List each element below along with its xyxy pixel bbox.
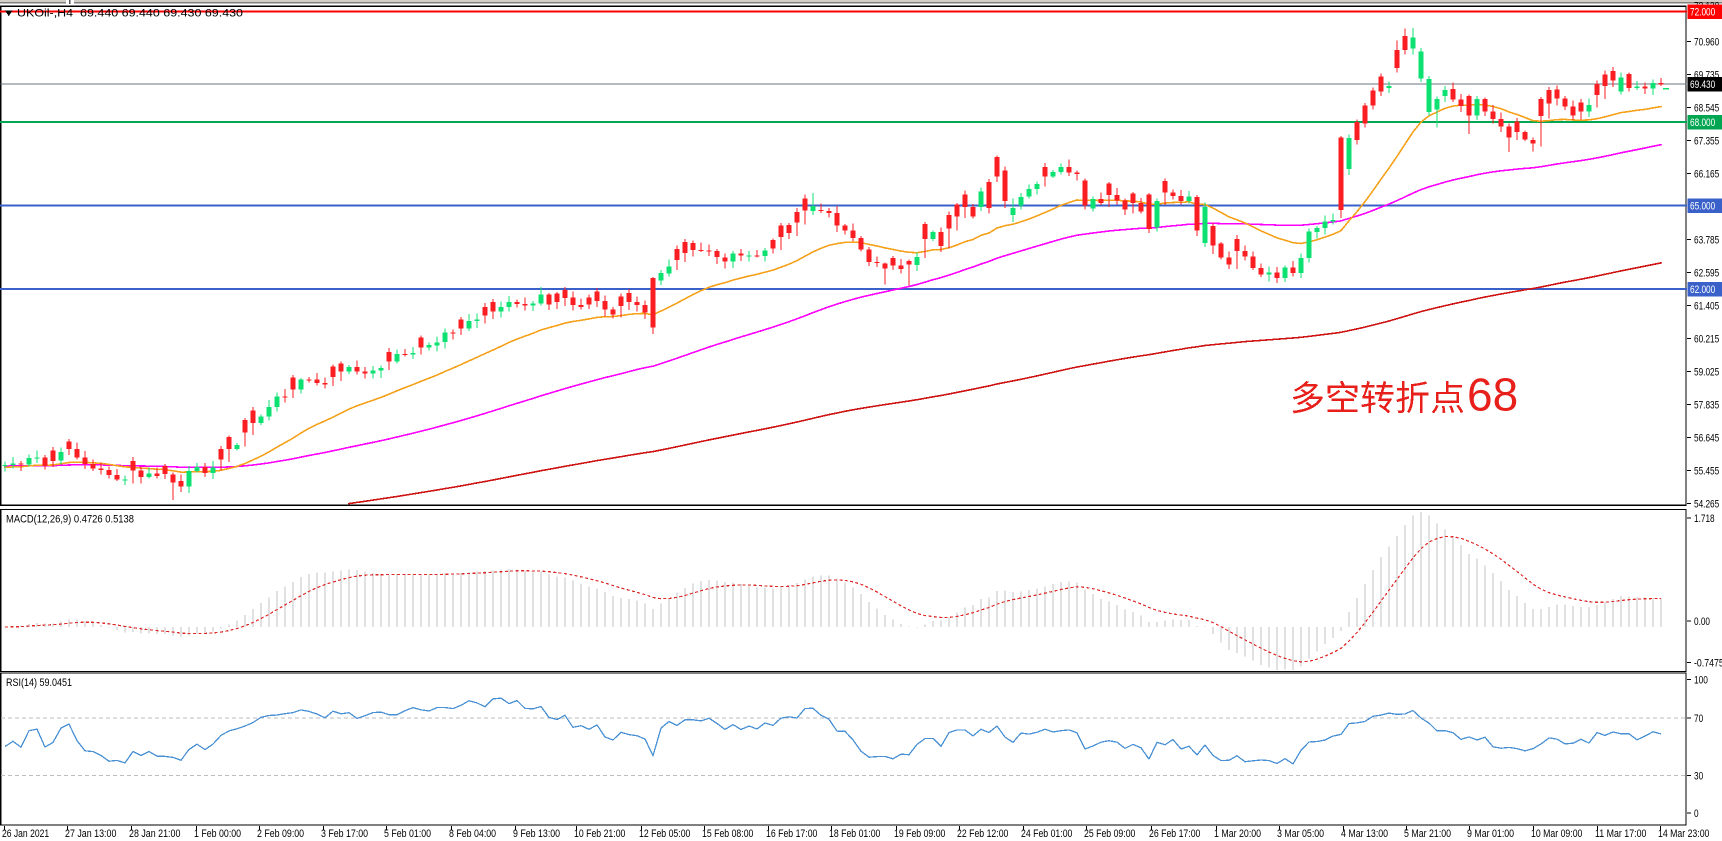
svg-text:60.215: 60.215 xyxy=(1694,333,1719,345)
svg-text:26 Feb 17:00: 26 Feb 17:00 xyxy=(1149,828,1200,840)
svg-text:59.025: 59.025 xyxy=(1694,366,1719,378)
svg-text:2 Feb 09:00: 2 Feb 09:00 xyxy=(257,828,304,840)
svg-text:5 Mar 21:00: 5 Mar 21:00 xyxy=(1404,828,1451,840)
svg-text:62.595: 62.595 xyxy=(1694,267,1719,279)
svg-text:19 Feb 09:00: 19 Feb 09:00 xyxy=(894,828,945,840)
svg-text:30: 30 xyxy=(1694,771,1703,783)
svg-text:66.165: 66.165 xyxy=(1694,168,1719,180)
svg-text:26 Jan 2021: 26 Jan 2021 xyxy=(2,828,49,840)
svg-text:68: 68 xyxy=(1467,369,1518,421)
svg-text:22 Feb 12:00: 22 Feb 12:00 xyxy=(957,828,1008,840)
svg-text:72.000: 72.000 xyxy=(1690,7,1715,19)
svg-text:67.355: 67.355 xyxy=(1694,135,1719,147)
svg-text:0: 0 xyxy=(1694,808,1699,820)
svg-text:18 Feb 01:00: 18 Feb 01:00 xyxy=(829,828,880,840)
svg-text:65.000: 65.000 xyxy=(1690,201,1715,213)
svg-text:MACD(12,26,9) 0.4726 0.5138: MACD(12,26,9) 0.4726 0.5138 xyxy=(6,514,134,526)
svg-text:63.785: 63.785 xyxy=(1694,234,1719,246)
svg-text:56.645: 56.645 xyxy=(1694,432,1719,444)
svg-text:24 Feb 01:00: 24 Feb 01:00 xyxy=(1021,828,1072,840)
svg-text:12 Feb 05:00: 12 Feb 05:00 xyxy=(639,828,690,840)
svg-text:14 Mar 23:00: 14 Mar 23:00 xyxy=(1658,828,1709,840)
svg-text:28 Jan 21:00: 28 Jan 21:00 xyxy=(129,828,180,840)
svg-text:54.265: 54.265 xyxy=(1694,498,1719,510)
svg-text:3 Feb 17:00: 3 Feb 17:00 xyxy=(321,828,368,840)
svg-text:UKOil-,H4 69.440 69.440 69.43: UKOil-,H4 69.440 69.440 69.430 69.430 xyxy=(17,7,243,19)
svg-text:68.000: 68.000 xyxy=(1690,117,1715,129)
svg-text:9 Mar 01:00: 9 Mar 01:00 xyxy=(1467,828,1514,840)
svg-text:68.545: 68.545 xyxy=(1694,102,1719,114)
svg-text:RSI(14) 59.0451: RSI(14) 59.0451 xyxy=(6,677,72,689)
svg-text:70: 70 xyxy=(1694,713,1703,725)
svg-text:69.430: 69.430 xyxy=(1690,79,1715,91)
svg-text:3 Mar 05:00: 3 Mar 05:00 xyxy=(1277,828,1324,840)
svg-text:9 Feb 13:00: 9 Feb 13:00 xyxy=(513,828,560,840)
svg-text:61.405: 61.405 xyxy=(1694,300,1719,312)
svg-text:1.718: 1.718 xyxy=(1694,513,1715,525)
svg-text:1 Feb 00:00: 1 Feb 00:00 xyxy=(194,828,241,840)
svg-text:55.455: 55.455 xyxy=(1694,465,1719,477)
svg-text:1 Mar 20:00: 1 Mar 20:00 xyxy=(1214,828,1261,840)
svg-text:5 Feb 01:00: 5 Feb 01:00 xyxy=(384,828,431,840)
svg-text:57.835: 57.835 xyxy=(1694,399,1719,411)
svg-text:25 Feb 09:00: 25 Feb 09:00 xyxy=(1084,828,1135,840)
svg-text:11 Mar 17:00: 11 Mar 17:00 xyxy=(1595,828,1646,840)
svg-text:70.960: 70.960 xyxy=(1694,36,1719,48)
svg-text:15 Feb 08:00: 15 Feb 08:00 xyxy=(702,828,753,840)
svg-text:10 Mar 09:00: 10 Mar 09:00 xyxy=(1531,828,1582,840)
svg-text:10 Feb 21:00: 10 Feb 21:00 xyxy=(574,828,625,840)
svg-text:27 Jan 13:00: 27 Jan 13:00 xyxy=(65,828,116,840)
svg-text:16 Feb 17:00: 16 Feb 17:00 xyxy=(766,828,817,840)
svg-text:-0.7475: -0.7475 xyxy=(1694,657,1722,669)
svg-text:0.00: 0.00 xyxy=(1694,616,1710,628)
svg-text:8 Feb 04:00: 8 Feb 04:00 xyxy=(449,828,496,840)
svg-text:4 Mar 13:00: 4 Mar 13:00 xyxy=(1341,828,1388,840)
svg-text:62.000: 62.000 xyxy=(1690,284,1715,296)
svg-text:100: 100 xyxy=(1694,674,1708,686)
